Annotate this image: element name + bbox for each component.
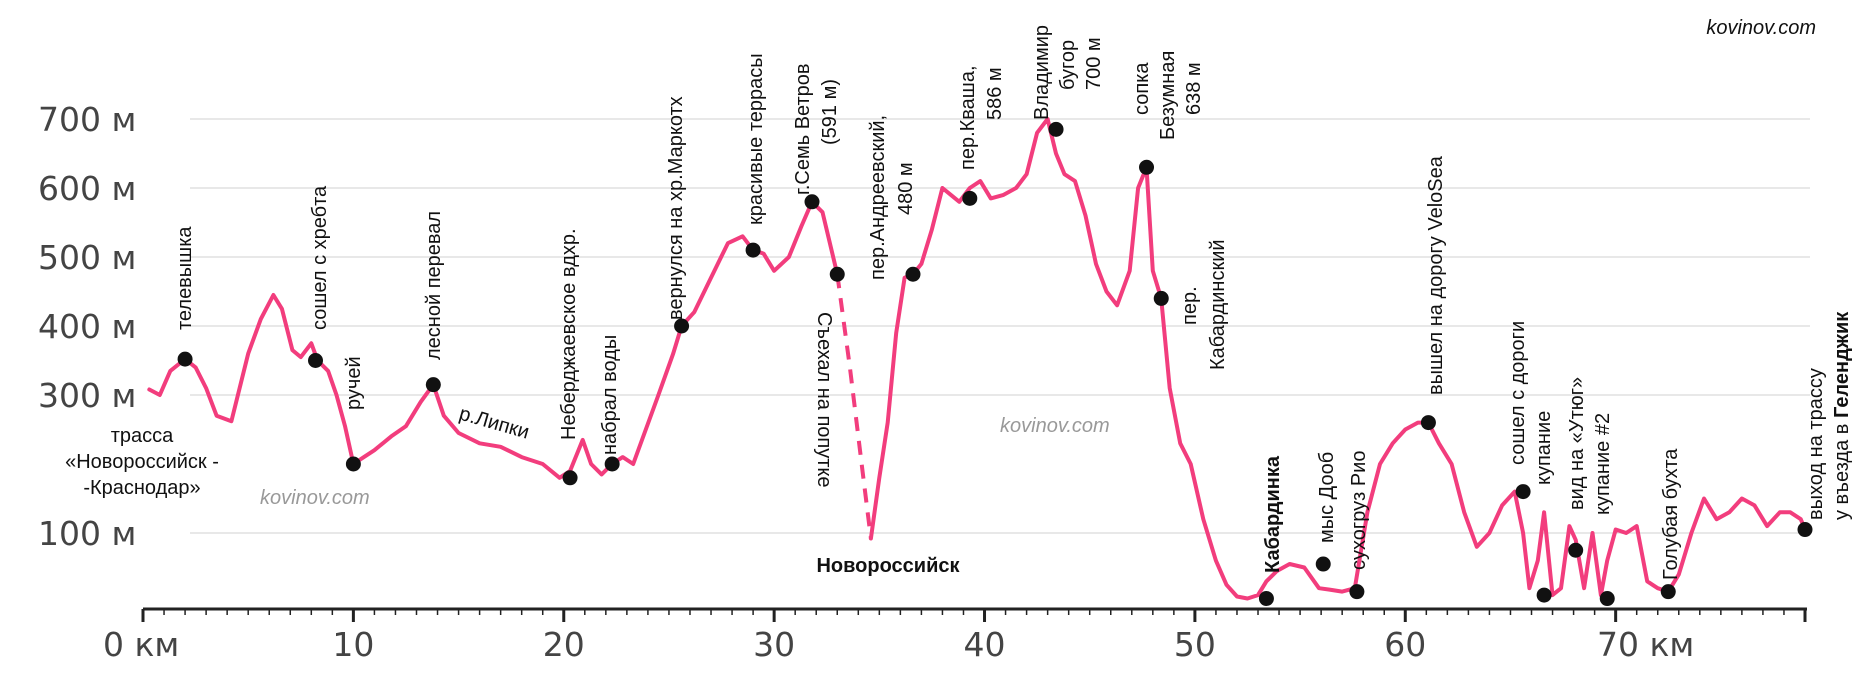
annotation-left-ridge: сошел с хребта [309,185,331,330]
series-line-hitchhike [835,274,873,539]
annotation-terraces: красивые террасы [745,53,767,225]
annotation-vladimir-bugor: бугор [1057,40,1079,90]
x-tick-label: 50 [1174,625,1216,664]
annotation-highway-line2: «Новороссийск - [65,451,219,473]
waypoint-marker [1258,591,1274,607]
series-line-2 [868,117,1807,601]
waypoint-marker [177,351,193,367]
x-tick-label: 10 [332,625,374,664]
annotations: телевышка сошел с хребта ручей лесной пе… [65,25,1853,580]
annotation-seven-winds: г.Семь Ветров [792,63,814,195]
annotation-gelendzhik-entry: у въезда в [1831,424,1853,520]
waypoint-marker [1660,584,1676,600]
waypoint-marker [905,266,921,282]
annotation-highway-line3: -Краснодар» [83,477,200,499]
annotation-markotkh: вернулся на хр.Маркотх [665,96,687,320]
x-tick-label: 20 [543,625,585,664]
x-tick-label: 40 [964,625,1006,664]
annotation-swim: купание [1533,411,1555,485]
annotation-water: набрал воды [599,335,621,455]
annotation-gelendzhik: Геленджик [1831,311,1853,418]
watermark-left: kovinov.com [260,487,370,509]
annotation-andreevsky-height: 480 м [895,162,917,215]
waypoint-marker [1568,542,1584,558]
waypoint-marker [1315,556,1331,572]
y-tick-label: 100 м [38,514,136,553]
x-tick-label: 60 [1384,625,1426,664]
waypoint-marker [308,353,324,368]
y-axis-tick-labels: 100 м 300 м 400 м 500 м 600 м 700 м [38,100,136,553]
annotation-andreevsky: пер.Андреевский, [867,115,889,280]
waypoint-marker [604,456,620,472]
waypoint-marker [562,470,578,486]
y-tick-label: 300 м [38,376,136,415]
waypoint-marker [962,190,978,206]
annotation-seven-winds-height: (591 м) [819,79,841,145]
annotation-kvasha: пер.Кваша, [957,65,979,170]
watermark-corner: kovinov.com [1706,17,1816,39]
annotation-rio-ship: сухогруз Рио [1348,451,1370,570]
waypoint-marker [1139,159,1155,175]
annotation-vladimir: Владимир [1031,25,1053,120]
waypoint-marker [745,242,761,258]
waypoint-marker [425,377,441,393]
annotation-reservoir: Неберджаевское вдхр. [558,228,580,440]
y-tick-label: 700 м [38,100,136,139]
annotation-novorossiysk: Новороссийск [816,555,960,577]
annotation-bezumnaya: Безумная [1157,51,1179,140]
x-tick-label: 70 км [1597,625,1694,664]
watermarks: kovinov.com kovinov.com kovinov.com [260,17,1816,509]
y-tick-label: 500 м [38,238,136,277]
annotation-vladimir-height: 700 м [1083,37,1105,90]
waypoint-marker [1515,484,1531,500]
series-line-0 [147,199,840,480]
annotation-velosea: вышел на дорогу VeloSea [1425,155,1447,395]
x-tick-label: 0 км [103,625,179,664]
annotation-exit-highway: выход на трассу [1805,368,1827,520]
annotation-blue-bay: Голубая бухта [1660,448,1682,580]
annotation-kabardinka: Кабардинка [1262,455,1284,573]
annotation-doob-cape: мыс Дооб [1316,452,1338,543]
annotation-kabardinsky-pass: пер. [1179,286,1201,325]
elevation-series [147,117,1807,601]
x-tick-label: 30 [753,625,795,664]
waypoint-marker [1599,591,1615,607]
waypoint-marker [1536,587,1552,603]
waypoint-marker [804,194,820,210]
annotation-iron-rock: вид на «Утюг» [1566,377,1588,510]
waypoint-marker [1153,290,1169,306]
annotation-bezumnaya-height: 638 м [1183,62,1205,115]
annotation-tv-tower: телевышка [174,226,196,330]
waypoint-marker [674,318,690,334]
annotation-highway-line1: трасса [111,425,174,447]
annotation-left-road: сошел с дороги [1507,321,1529,465]
waypoint-markers [177,121,1813,607]
annotation-sopka: сопка [1131,62,1153,115]
waypoint-marker [345,456,361,472]
waypoint-marker [829,266,845,282]
annotation-kabardinsky-name: Кабардинский [1207,239,1229,370]
waypoint-marker [1349,584,1365,600]
annotation-stream: ручей [343,356,365,410]
x-axis: 0 км 10 20 30 40 50 60 70 км [103,607,1807,664]
annotation-forest-pass: лесной перевал [423,211,445,360]
annotation-kvasha-height: 586 м [984,67,1006,120]
y-tick-label: 400 м [38,307,136,346]
annotation-hitchhike: Съехал на попутке [813,312,835,488]
annotation-swim-2: купание #2 [1592,413,1614,515]
waypoint-marker [1797,522,1813,538]
y-tick-label: 600 м [38,169,136,208]
waypoint-marker [1420,415,1436,431]
watermark-center: kovinov.com [1000,415,1110,437]
waypoint-marker [1048,121,1064,137]
